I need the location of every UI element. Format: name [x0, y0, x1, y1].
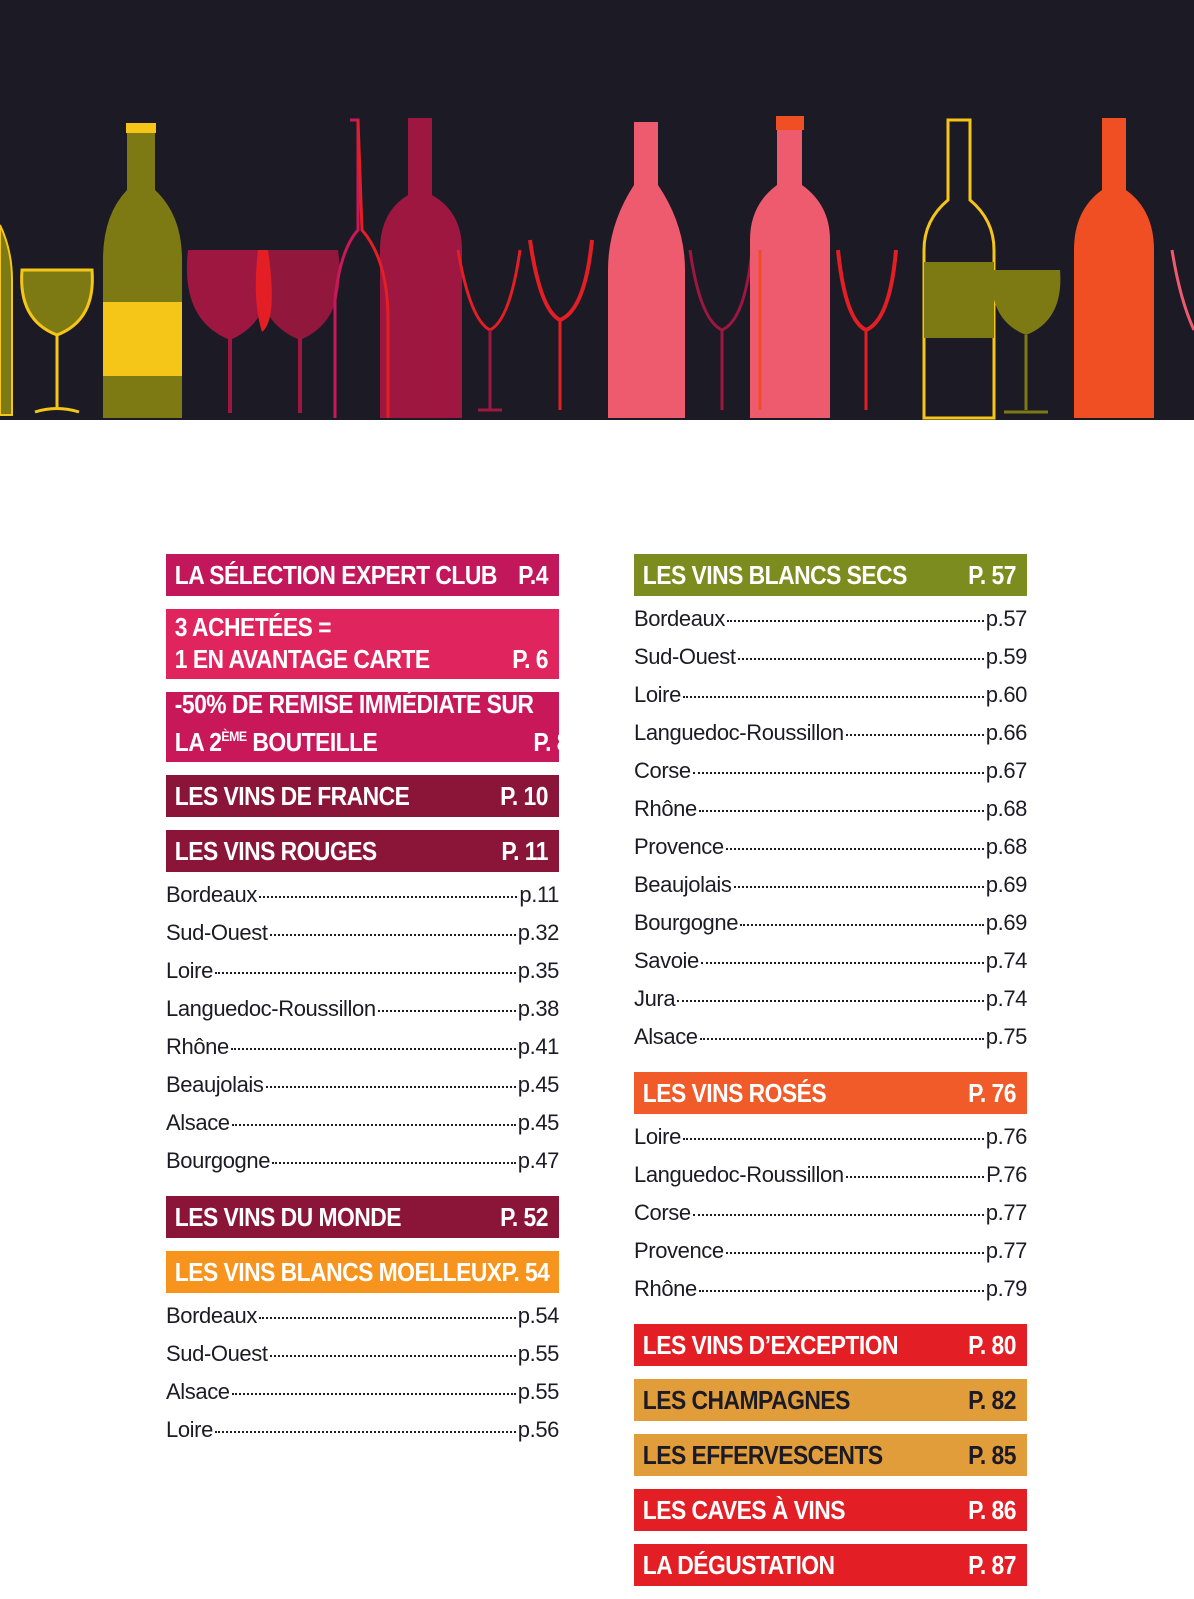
section-vins-rouges[interactable]: LES VINS ROUGES P. 11 [166, 830, 559, 872]
list-item[interactable]: Loire p.60 [634, 682, 1027, 707]
section-title: LES VINS DE FRANCE [174, 780, 410, 811]
section-title: LES VINS D’EXCEPTION [642, 1329, 899, 1360]
section-vins-du-monde[interactable]: LES VINS DU MONDE P. 52 [166, 1196, 559, 1238]
section-page: P. 6 [512, 644, 548, 674]
list-item[interactable]: Rhône p.41 [166, 1034, 559, 1059]
list-item[interactable]: Provence p.68 [634, 834, 1027, 859]
section-title: LES VINS ROSÉS [642, 1077, 827, 1108]
list-item[interactable]: Loire p.35 [166, 958, 559, 983]
section-page: P. 87 [968, 1550, 1016, 1580]
toc-left-column: LA SÉLECTION EXPERT CLUB P.4 3 ACHETÉES =… [166, 554, 559, 1465]
section-page: P. 10 [500, 781, 548, 811]
section-degustation[interactable]: LA DÉGUSTATION P. 87 [634, 1544, 1027, 1586]
list-item[interactable]: Savoie p.74 [634, 948, 1027, 973]
section-page: P. 76 [968, 1078, 1016, 1108]
list-item[interactable]: Rhône p.68 [634, 796, 1027, 821]
section-3-achetees[interactable]: 3 ACHETÉES = 1 EN AVANTAGE CARTE P. 6 [166, 609, 559, 679]
wine-illustration [0, 116, 1194, 420]
list-item[interactable]: Loire p.56 [166, 1417, 559, 1442]
section-vins-roses[interactable]: LES VINS ROSÉS P. 76 [634, 1072, 1027, 1114]
rose-wine-bottle-icon [750, 116, 830, 418]
list-item[interactable]: Sud-Ouest p.55 [166, 1341, 559, 1366]
olive-glass-icon [20, 268, 94, 414]
section-vins-blancs-moelleux[interactable]: LES VINS BLANCS MOELLEUX P. 54 [166, 1251, 559, 1293]
list-item[interactable]: Jura p.74 [634, 986, 1027, 1011]
section-remise-immediate[interactable]: -50% DE REMISE IMMÉDIATE SUR LA 2ÈME BOUT… [166, 692, 559, 762]
section-vins-exception[interactable]: LES VINS D’EXCEPTION P. 80 [634, 1324, 1027, 1366]
list-item[interactable]: Loire p.76 [634, 1124, 1027, 1149]
list-item[interactable]: Alsace p.55 [166, 1379, 559, 1404]
section-title: LES VINS BLANCS MOELLEUX [174, 1256, 502, 1287]
section-page: P. 57 [968, 560, 1016, 590]
list-item[interactable]: Bordeaux p.11 [166, 882, 559, 907]
rouges-list: Bordeaux p.11 Sud-Ouest p.32 Loire p.35 Lan… [166, 882, 559, 1186]
list-item[interactable]: Bordeaux p.57 [634, 606, 1027, 631]
section-selection-expert-club[interactable]: LA SÉLECTION EXPERT CLUB P.4 [166, 554, 559, 596]
section-page: P. 85 [968, 1440, 1016, 1470]
section-page: P. 82 [968, 1385, 1016, 1415]
section-champagnes[interactable]: LES CHAMPAGNES P. 82 [634, 1379, 1027, 1421]
list-item[interactable]: Bordeaux p.54 [166, 1303, 559, 1328]
section-title: LES VINS BLANCS SECS [642, 559, 908, 590]
section-page: P. 80 [968, 1330, 1016, 1360]
secs-list: Bordeaux p.57 Sud-Ouest p.59 Loire p.60 Lan… [634, 606, 1027, 1062]
list-item[interactable]: Sud-Ouest p.59 [634, 644, 1027, 669]
section-title: LA DÉGUSTATION [642, 1549, 835, 1580]
section-title-line2: LA 2ÈME BOUTEILLE [174, 727, 378, 757]
section-page: P. 86 [968, 1495, 1016, 1525]
section-title: LES CHAMPAGNES [642, 1384, 851, 1415]
red-wine-glasses-icon [186, 250, 340, 413]
pink-wine-bottle-icon [608, 122, 685, 418]
section-title: LES VINS DU MONDE [174, 1201, 402, 1232]
section-title: LES CAVES À VINS [642, 1494, 846, 1525]
section-title: LES EFFERVESCENTS [642, 1439, 883, 1470]
list-item[interactable]: Languedoc-Roussillon p.38 [166, 996, 559, 1021]
roses-list: Loire p.76 Languedoc-Roussillon P.76 Corse… [634, 1124, 1027, 1314]
list-item[interactable]: Languedoc-Roussillon p.66 [634, 720, 1027, 745]
list-item[interactable]: Corse p.77 [634, 1200, 1027, 1225]
white-wine-bottle-icon [103, 123, 182, 418]
list-item[interactable]: Languedoc-Roussillon P.76 [634, 1162, 1027, 1187]
section-page: P. 11 [501, 836, 548, 866]
section-caves-a-vins[interactable]: LES CAVES À VINS P. 86 [634, 1489, 1027, 1531]
red-wine-bottle-icon [333, 118, 462, 418]
section-title-line1: 3 ACHETÉES = [174, 612, 332, 642]
list-item[interactable]: Sud-Ouest p.32 [166, 920, 559, 945]
section-page: P. 52 [500, 1202, 548, 1232]
list-item[interactable]: Beaujolais p.69 [634, 872, 1027, 897]
list-item[interactable]: Alsace p.45 [166, 1110, 559, 1135]
toc-right-column: LES VINS BLANCS SECS P. 57 Bordeaux p.57 S… [634, 554, 1027, 1599]
list-item[interactable]: Beaujolais p.45 [166, 1072, 559, 1097]
olive-wine-bottle-icon [922, 118, 996, 420]
section-title-line1: -50% DE REMISE IMMÉDIATE SUR [174, 692, 534, 719]
list-item[interactable]: Bourgogne p.69 [634, 910, 1027, 935]
section-title: LA SÉLECTION EXPERT CLUB [174, 559, 498, 590]
list-item[interactable]: Corse p.67 [634, 758, 1027, 783]
list-item[interactable]: Bourgogne p.47 [166, 1148, 559, 1173]
wine-bottles-banner [0, 0, 1194, 420]
section-vins-de-france[interactable]: LES VINS DE FRANCE P. 10 [166, 775, 559, 817]
list-item[interactable]: Alsace p.75 [634, 1024, 1027, 1049]
section-page: P. 54 [501, 1257, 550, 1287]
section-page: P.4 [518, 560, 548, 590]
section-effervescents[interactable]: LES EFFERVESCENTS P. 85 [634, 1434, 1027, 1476]
section-page: P. 8 [533, 727, 559, 757]
list-item[interactable]: Rhône p.79 [634, 1276, 1027, 1301]
list-item[interactable]: Provence p.77 [634, 1238, 1027, 1263]
section-title-line2: 1 EN AVANTAGE CARTE [174, 644, 430, 674]
section-vins-blancs-secs[interactable]: LES VINS BLANCS SECS P. 57 [634, 554, 1027, 596]
orange-wine-bottle-icon [1074, 118, 1154, 418]
section-title: LES VINS ROUGES [174, 835, 377, 866]
moelleux-list: Bordeaux p.54 Sud-Ouest p.55 Alsace p.55 Lo… [166, 1303, 559, 1455]
